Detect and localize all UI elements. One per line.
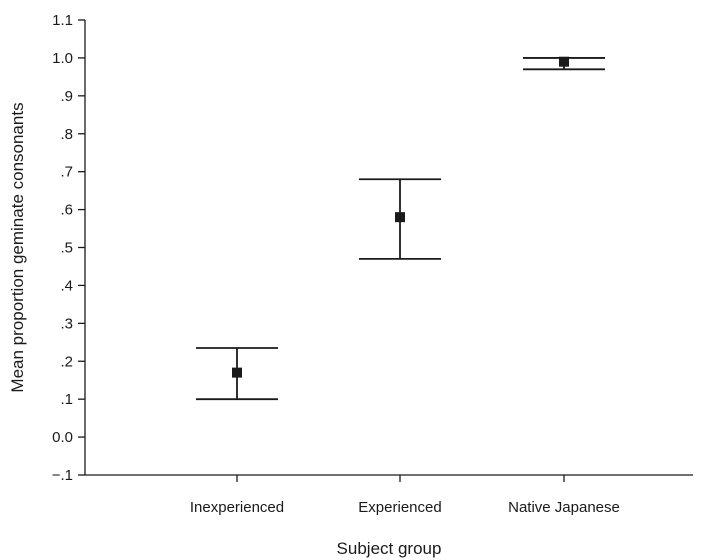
y-tick-label: 1.1 [52, 12, 73, 29]
y-tick-label: .1 [60, 391, 73, 408]
x-axis-title: Subject group [337, 539, 442, 558]
y-tick-label: 1.0 [52, 50, 73, 67]
y-tick-label: .9 [60, 88, 73, 105]
y-tick-label: .3 [60, 315, 73, 332]
data-marks [196, 56, 605, 401]
error-bar-group [196, 347, 278, 401]
x-tick-label: Experienced [358, 499, 441, 516]
y-axis-ticks: −.1 0.0 .1 .2 .3 .4 .5 .6 .7 .8 .9 1.0 1.1 [52, 12, 85, 484]
y-axis-title: Mean proportion geminate consonants [8, 102, 27, 392]
y-tick-label: .2 [60, 353, 73, 370]
x-tick-label: Inexperienced [190, 499, 284, 516]
x-tick-label: Native Japanese [508, 499, 620, 516]
y-tick-label: .5 [60, 240, 73, 257]
error-bar-group [523, 56, 605, 71]
y-tick-label: .7 [60, 164, 73, 181]
y-tick-label: .8 [60, 126, 73, 143]
mean-point [395, 212, 405, 223]
x-axis-ticks: Inexperienced Experienced Native Japanese [190, 475, 620, 516]
y-tick-label: 0.0 [52, 429, 73, 446]
y-tick-label: .6 [60, 202, 73, 219]
mean-point [232, 367, 242, 378]
axes [84, 20, 693, 476]
mean-point [559, 56, 569, 67]
y-tick-label: −.1 [52, 467, 73, 484]
error-bar-group [359, 178, 441, 260]
y-tick-label: .4 [60, 277, 73, 294]
